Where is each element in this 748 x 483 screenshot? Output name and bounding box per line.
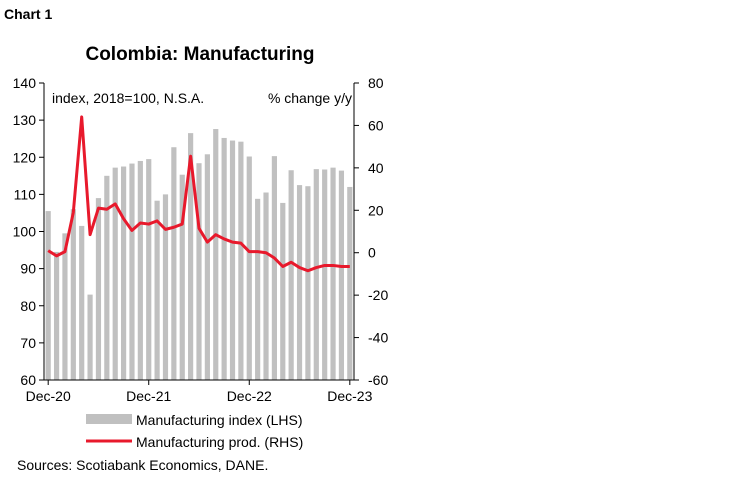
bar	[263, 192, 269, 380]
y-left-tick-label: 100	[13, 224, 37, 240]
y-right-tick-label: 20	[368, 202, 384, 218]
chart-title: Colombia: Manufacturing	[85, 44, 314, 65]
y-left-tick-label: 130	[13, 112, 37, 128]
bar	[70, 209, 76, 380]
bar	[238, 141, 244, 380]
chart-label: Chart 1	[4, 6, 53, 22]
bar	[296, 185, 303, 380]
bar	[338, 170, 345, 380]
x-tick-label: Dec-22	[227, 388, 272, 404]
bar	[87, 294, 93, 380]
bar	[229, 140, 236, 380]
bar	[104, 175, 110, 380]
bar	[246, 156, 252, 380]
bar	[305, 186, 311, 380]
bar	[154, 200, 160, 380]
y-left-tick-label: 110	[14, 186, 37, 202]
line-series-path	[47, 115, 350, 273]
bar	[121, 166, 127, 380]
y-right-tick-label: -20	[368, 287, 388, 303]
y-right-tick-label: 80	[368, 75, 384, 91]
bar	[45, 211, 51, 380]
y-left-tick-label: 90	[20, 261, 36, 277]
y-left-tick-label: 120	[13, 149, 37, 165]
x-tick-label: Dec-20	[26, 388, 71, 404]
x-tick-label: Dec-21	[126, 388, 171, 404]
y-right-tick-label: 60	[368, 117, 384, 133]
left-axis-note: index, 2018=100, N.S.A.	[52, 90, 204, 106]
right-axis-note: % change y/y	[268, 90, 352, 106]
x-tick-label: Dec-23	[327, 388, 372, 404]
bar	[213, 129, 219, 380]
bar	[196, 163, 202, 380]
bar	[95, 198, 102, 380]
bar	[271, 156, 277, 380]
bar	[53, 251, 60, 380]
legend: Manufacturing index (LHS) Manufacturing …	[86, 412, 303, 450]
bar	[221, 137, 227, 380]
bar	[112, 167, 118, 380]
bar	[162, 194, 169, 381]
source-note: Sources: Scotiabank Economics, DANE.	[17, 457, 269, 473]
y-left-tick-label: 140	[13, 75, 37, 91]
bar	[280, 202, 286, 380]
y-left-tick-label: 80	[20, 298, 36, 314]
bar	[347, 186, 353, 380]
axes: 60 70 80 90 100 110 120 130 140 -60 -40 -20 0 20 40 60 8…	[13, 75, 389, 404]
y-right-tick-label: -40	[368, 330, 388, 346]
bar-series	[45, 129, 353, 381]
y-left-tick-label: 70	[20, 335, 36, 351]
bar	[79, 225, 85, 380]
bar	[171, 147, 177, 380]
bar	[129, 163, 135, 380]
bar	[188, 133, 194, 380]
bar	[179, 174, 185, 380]
y-right-tick-label: -60	[368, 372, 388, 388]
bar	[313, 169, 319, 380]
bar	[330, 167, 336, 380]
y-right-tick-label: 0	[368, 245, 376, 261]
bar	[146, 159, 152, 380]
bar	[62, 233, 68, 380]
legend-swatch-bar	[86, 414, 132, 424]
line-series	[47, 115, 350, 273]
bar	[288, 170, 294, 380]
bar	[137, 160, 143, 380]
y-left-tick-label: 60	[20, 372, 36, 388]
y-right-tick-label: 40	[368, 160, 384, 176]
legend-label-line: Manufacturing prod. (RHS)	[136, 434, 303, 450]
bar	[255, 198, 261, 380]
bar	[204, 154, 210, 380]
bar	[322, 169, 328, 380]
legend-label-bar: Manufacturing index (LHS)	[136, 412, 303, 428]
